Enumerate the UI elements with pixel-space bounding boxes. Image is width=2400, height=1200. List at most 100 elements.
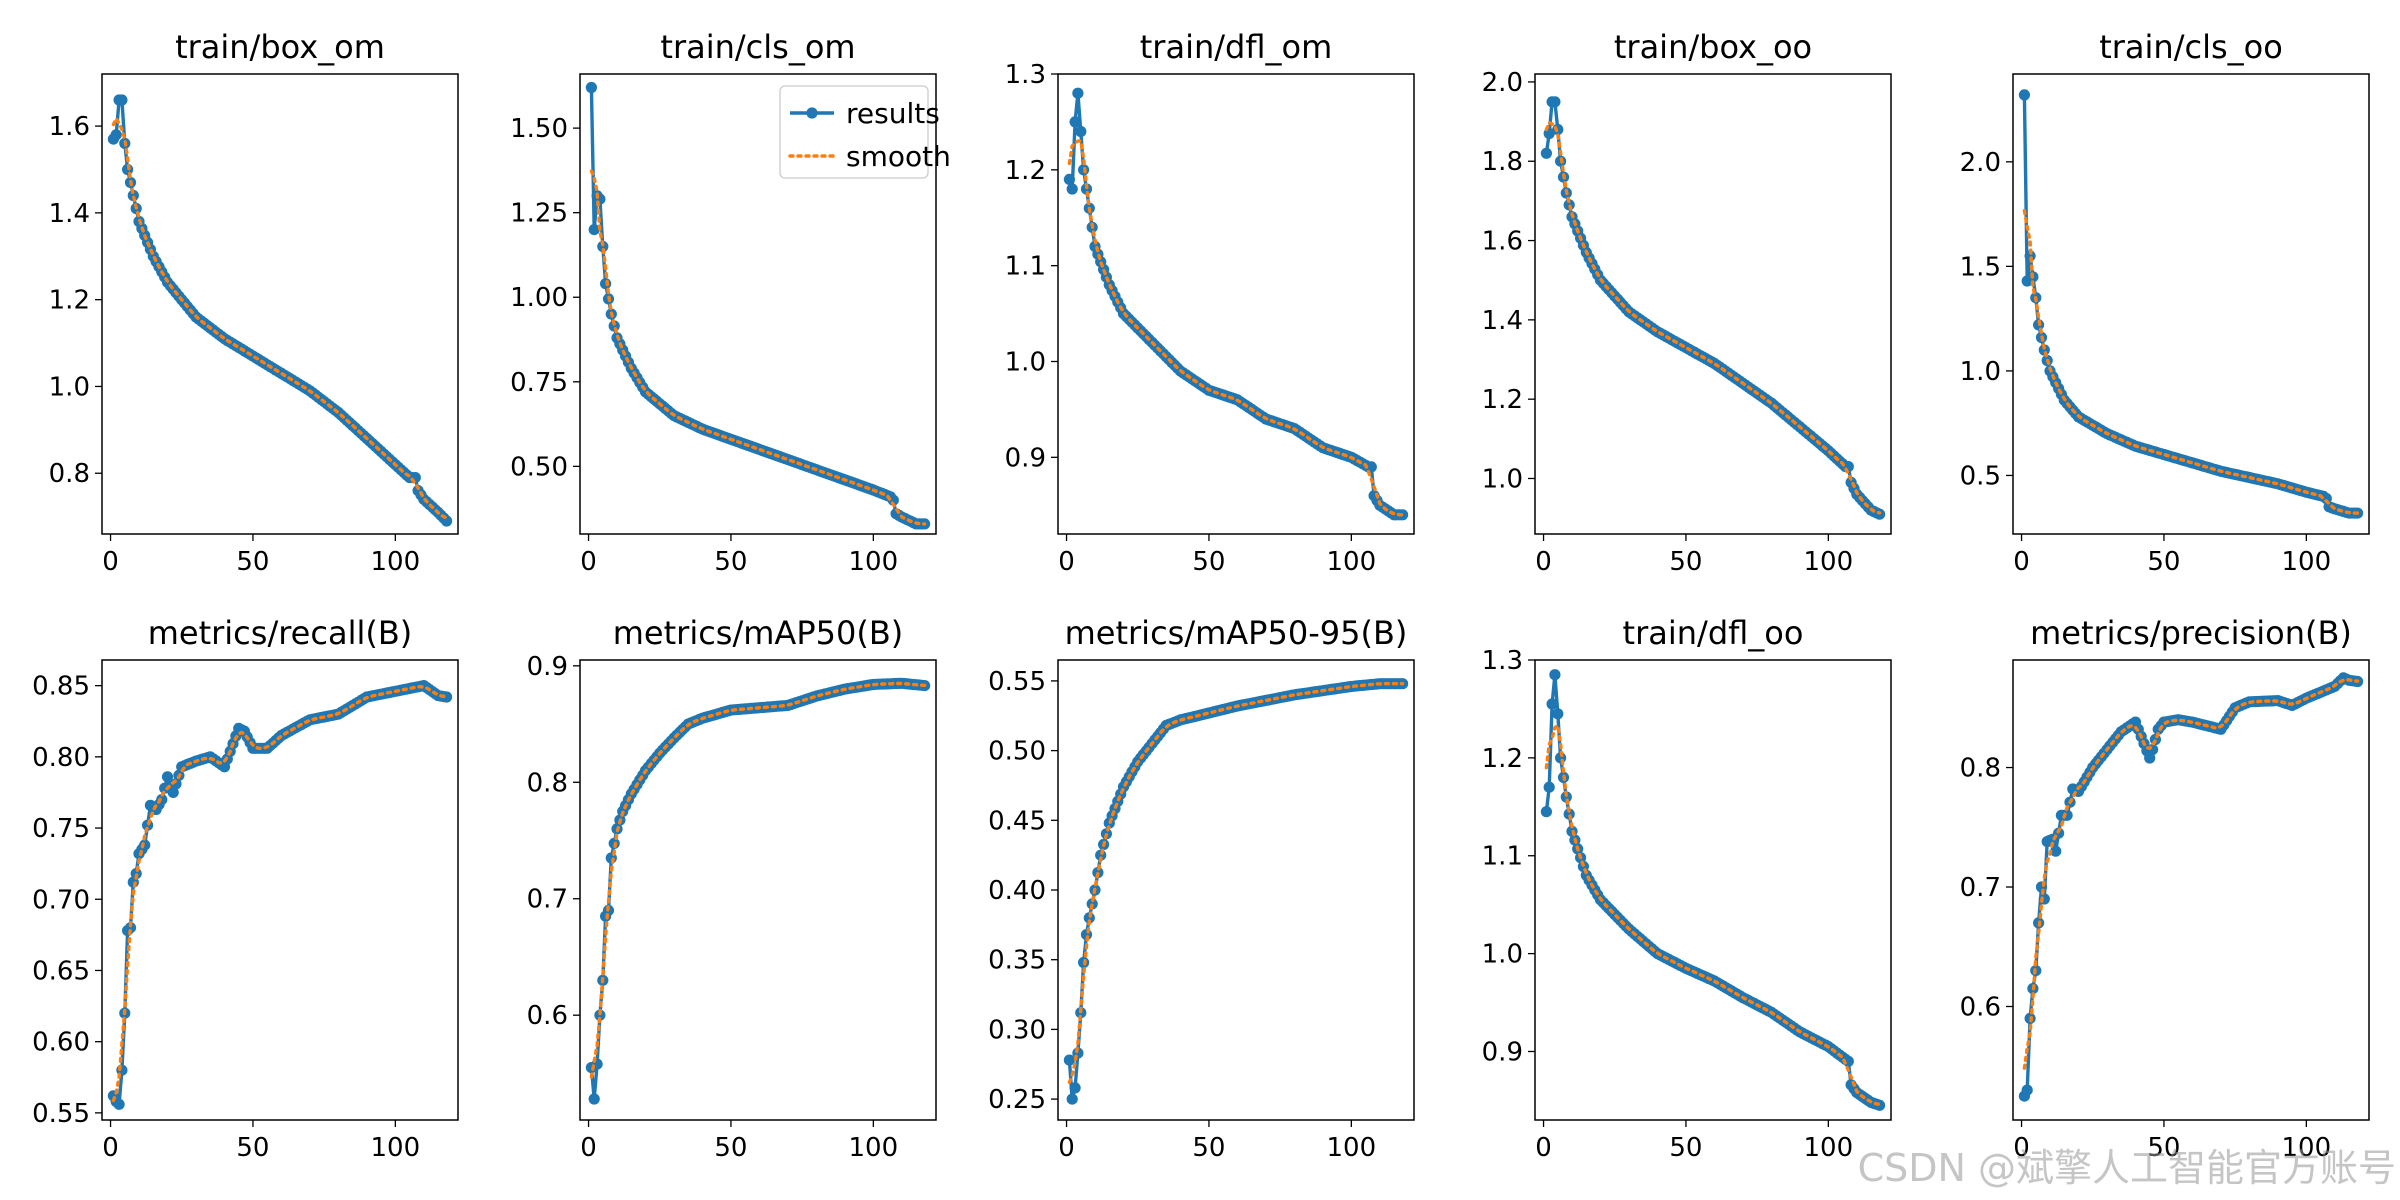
y-tick-label: 1.0 [1482, 940, 1523, 970]
results-point [1543, 781, 1555, 793]
x-tick-label: 100 [2282, 547, 2332, 577]
y-tick-label: 1.4 [49, 199, 90, 229]
smooth-line [1067, 682, 1405, 1085]
panel-2: train/cls_om 0 50 100 0.50 0.75 1.00 1.25 1.50 re… [510, 28, 951, 577]
y-tick-label: 0.60 [32, 1028, 90, 1058]
smooth-line [589, 681, 927, 1079]
results-point [585, 81, 598, 94]
y-tick-label: 1.6 [49, 112, 90, 142]
x-tick-label: 100 [371, 547, 421, 577]
x-tick-label: 50 [714, 547, 747, 577]
x-tick-label: 0 [1535, 547, 1552, 577]
y-tick-label: 0.9 [1005, 443, 1046, 473]
x-tick-label: 50 [1669, 547, 1702, 577]
axes-frame [1057, 73, 1415, 535]
y-tick-label: 0.45 [988, 806, 1046, 836]
panel-10: metrics/precision(B) 0 50 100 0.6 0.7 0.8 [1960, 614, 2370, 1163]
panel-title: train/dfl_oo [1623, 614, 1804, 652]
panel-1: train/box_om 0 50 100 0.8 1.0 1.2 1.4 1.6 [49, 28, 459, 577]
y-tick-label: 1.0 [1482, 464, 1523, 494]
y-tick-label: 1.2 [1482, 744, 1523, 774]
x-tick-label: 100 [1327, 547, 1377, 577]
results-point [1063, 1054, 1075, 1066]
y-tick-label: 0.55 [32, 1099, 90, 1129]
y-tick-label: 0.65 [32, 956, 90, 986]
smooth-line [2022, 678, 2360, 1070]
results-line [2022, 676, 2358, 1097]
smooth-line [2022, 208, 2360, 515]
y-tick-label: 0.9 [1482, 1037, 1523, 1067]
results-line [2022, 94, 2358, 515]
results-point [1549, 669, 1561, 681]
y-tick-label: 0.50 [988, 737, 1046, 767]
y-tick-label: 2.0 [1482, 68, 1523, 98]
y-tick-label: 0.9 [527, 652, 568, 682]
y-tick-label: 0.7 [527, 885, 568, 915]
axes-frame [1534, 659, 1892, 1121]
x-tick-label: 0 [2013, 1133, 2030, 1163]
legend-results-marker [806, 107, 818, 119]
y-tick-label: 1.2 [49, 286, 90, 316]
y-tick-label: 1.0 [1960, 357, 2001, 387]
results-point [597, 240, 609, 253]
results-point [1075, 125, 1087, 138]
y-tick-label: 1.2 [1005, 156, 1046, 186]
x-tick-label: 0 [1058, 547, 1075, 577]
y-tick-label: 0.70 [32, 885, 90, 915]
results-point [1563, 808, 1575, 820]
y-tick-label: 0.35 [988, 946, 1046, 976]
x-tick-label: 100 [849, 1133, 899, 1163]
results-point [1552, 708, 1564, 720]
y-tick-label: 0.30 [988, 1015, 1046, 1045]
panel-title: metrics/mAP50-95(B) [1065, 614, 1408, 652]
results-point [1069, 1082, 1081, 1094]
smooth-line [111, 684, 449, 1103]
x-tick-label: 50 [2147, 1133, 2180, 1163]
axes-frame [2012, 659, 2370, 1121]
results-point [1540, 806, 1552, 818]
results-point [2018, 89, 2030, 101]
y-tick-label: 0.50 [510, 452, 568, 482]
y-tick-label: 1.3 [1482, 646, 1523, 676]
results-point [1540, 147, 1552, 159]
panel-title: train/dfl_om [1140, 28, 1332, 66]
axes-frame [579, 659, 937, 1121]
panel-title: train/box_om [175, 28, 385, 66]
x-tick-label: 0 [2013, 547, 2030, 577]
results-point [1072, 87, 1084, 99]
results-point [1560, 791, 1572, 803]
panel-3: train/dfl_om 0 50 100 0.9 1.0 1.1 1.2 1.3 [1005, 28, 1415, 577]
results-point [1063, 173, 1075, 185]
results-point [2021, 1084, 2033, 1096]
panel-4: train/box_oo 0 50 100 1.0 1.2 1.4 1.6 1.8 2.0 [1482, 28, 1892, 577]
panel-9: train/dfl_oo 0 50 100 0.9 1.0 1.1 1.2 1.3 [1482, 614, 1892, 1163]
panel-title: train/cls_om [660, 28, 855, 66]
results-point [116, 94, 128, 106]
y-tick-label: 0.75 [32, 814, 90, 844]
results-point [2144, 752, 2156, 764]
x-tick-label: 50 [1669, 1133, 1702, 1163]
results-point [588, 1093, 600, 1105]
y-tick-label: 0.6 [527, 1001, 568, 1031]
y-tick-label: 1.5 [1960, 252, 2001, 282]
x-tick-label: 100 [371, 1133, 421, 1163]
smooth-line [589, 169, 927, 526]
results-point [1066, 183, 1078, 195]
results-point [2024, 250, 2036, 262]
x-tick-label: 50 [714, 1133, 747, 1163]
x-tick-label: 0 [580, 547, 597, 577]
panel-8: metrics/mAP50-95(B) 0 50 100 0.25 0.30 0.35 0.4… [988, 614, 1415, 1163]
results-line [1067, 682, 1403, 1101]
panel-7: metrics/mAP50(B) 0 50 100 0.6 0.7 0.8 0.9 [527, 614, 937, 1163]
x-tick-label: 50 [1192, 547, 1225, 577]
y-tick-label: 1.0 [1005, 348, 1046, 378]
panel-title: metrics/precision(B) [2030, 614, 2352, 652]
results-point [1069, 116, 1081, 128]
y-tick-label: 1.1 [1482, 842, 1523, 872]
axes-frame [101, 659, 459, 1121]
x-tick-label: 0 [102, 1133, 119, 1163]
x-tick-label: 0 [1535, 1133, 1552, 1163]
x-tick-label: 50 [2147, 547, 2180, 577]
y-tick-label: 1.4 [1482, 306, 1523, 336]
